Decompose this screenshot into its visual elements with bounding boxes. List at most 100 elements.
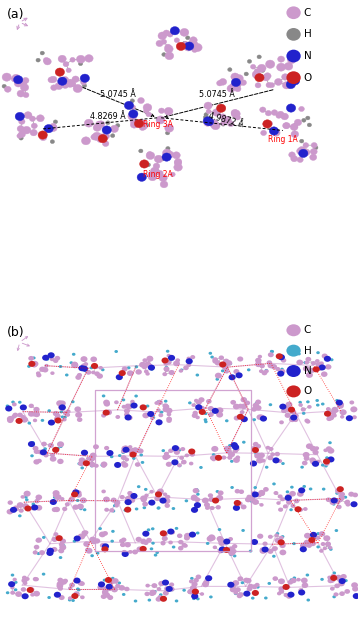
Circle shape bbox=[228, 375, 236, 380]
Circle shape bbox=[167, 528, 174, 535]
Circle shape bbox=[68, 596, 73, 600]
Circle shape bbox=[250, 460, 257, 467]
Circle shape bbox=[91, 371, 96, 375]
Circle shape bbox=[345, 502, 350, 507]
Circle shape bbox=[289, 417, 296, 422]
Circle shape bbox=[281, 358, 286, 363]
Circle shape bbox=[32, 357, 36, 360]
Circle shape bbox=[228, 546, 235, 552]
Circle shape bbox=[164, 45, 173, 53]
Circle shape bbox=[6, 509, 13, 514]
Circle shape bbox=[14, 588, 18, 591]
Circle shape bbox=[48, 420, 55, 426]
Circle shape bbox=[102, 591, 107, 595]
Circle shape bbox=[187, 589, 194, 595]
Circle shape bbox=[55, 535, 63, 541]
Text: 5.0745 Å: 5.0745 Å bbox=[100, 90, 136, 99]
Circle shape bbox=[304, 540, 310, 545]
Circle shape bbox=[58, 548, 64, 553]
Circle shape bbox=[120, 495, 125, 499]
Circle shape bbox=[125, 415, 132, 420]
Circle shape bbox=[266, 60, 275, 69]
Circle shape bbox=[262, 370, 267, 375]
Circle shape bbox=[33, 591, 40, 596]
Circle shape bbox=[228, 537, 233, 541]
Circle shape bbox=[170, 172, 175, 177]
Circle shape bbox=[130, 105, 135, 109]
Circle shape bbox=[172, 546, 175, 549]
Circle shape bbox=[208, 412, 214, 417]
Circle shape bbox=[58, 405, 64, 410]
Circle shape bbox=[8, 501, 13, 505]
Circle shape bbox=[229, 362, 232, 365]
Circle shape bbox=[310, 532, 317, 538]
Circle shape bbox=[259, 503, 263, 507]
Circle shape bbox=[193, 413, 198, 417]
Circle shape bbox=[107, 595, 113, 600]
Circle shape bbox=[14, 507, 19, 511]
Circle shape bbox=[10, 507, 17, 513]
Circle shape bbox=[279, 536, 284, 540]
Circle shape bbox=[169, 586, 175, 591]
Circle shape bbox=[323, 546, 327, 550]
Circle shape bbox=[114, 400, 119, 404]
Circle shape bbox=[271, 350, 274, 353]
Circle shape bbox=[50, 453, 55, 457]
Circle shape bbox=[175, 527, 178, 530]
Circle shape bbox=[212, 457, 216, 461]
Circle shape bbox=[192, 41, 198, 46]
Circle shape bbox=[111, 577, 115, 580]
Circle shape bbox=[137, 449, 144, 454]
Circle shape bbox=[299, 106, 304, 111]
Circle shape bbox=[192, 404, 196, 407]
Circle shape bbox=[82, 530, 88, 536]
Circle shape bbox=[258, 415, 265, 420]
Circle shape bbox=[316, 546, 320, 548]
Circle shape bbox=[310, 154, 317, 161]
Circle shape bbox=[44, 59, 48, 62]
Circle shape bbox=[334, 499, 341, 504]
Circle shape bbox=[303, 452, 310, 458]
Circle shape bbox=[98, 366, 103, 370]
Circle shape bbox=[219, 363, 223, 367]
Circle shape bbox=[70, 82, 76, 87]
Circle shape bbox=[271, 548, 276, 551]
Circle shape bbox=[280, 368, 284, 371]
Circle shape bbox=[330, 497, 338, 504]
Circle shape bbox=[137, 98, 144, 103]
Circle shape bbox=[147, 599, 151, 601]
Circle shape bbox=[42, 355, 49, 361]
Circle shape bbox=[164, 400, 168, 403]
Circle shape bbox=[324, 465, 328, 467]
Circle shape bbox=[235, 75, 243, 82]
Circle shape bbox=[94, 371, 100, 376]
Circle shape bbox=[322, 353, 328, 358]
Circle shape bbox=[120, 543, 125, 547]
Circle shape bbox=[55, 538, 58, 541]
Circle shape bbox=[259, 74, 263, 78]
Circle shape bbox=[61, 415, 64, 418]
Circle shape bbox=[290, 578, 293, 582]
Circle shape bbox=[175, 158, 182, 165]
Circle shape bbox=[173, 152, 180, 159]
Circle shape bbox=[192, 413, 197, 418]
Circle shape bbox=[103, 496, 110, 502]
Circle shape bbox=[263, 487, 269, 492]
Circle shape bbox=[184, 533, 191, 539]
Circle shape bbox=[298, 146, 305, 153]
Circle shape bbox=[60, 538, 66, 544]
Circle shape bbox=[270, 452, 275, 457]
Circle shape bbox=[156, 490, 162, 495]
Circle shape bbox=[30, 506, 35, 510]
Circle shape bbox=[242, 441, 246, 444]
Circle shape bbox=[190, 355, 195, 359]
Circle shape bbox=[286, 490, 289, 493]
Circle shape bbox=[264, 596, 268, 599]
Circle shape bbox=[300, 139, 304, 143]
Circle shape bbox=[111, 530, 115, 533]
Circle shape bbox=[352, 586, 358, 591]
Circle shape bbox=[226, 446, 229, 449]
Circle shape bbox=[235, 447, 240, 451]
Circle shape bbox=[272, 576, 278, 581]
Circle shape bbox=[58, 77, 67, 85]
